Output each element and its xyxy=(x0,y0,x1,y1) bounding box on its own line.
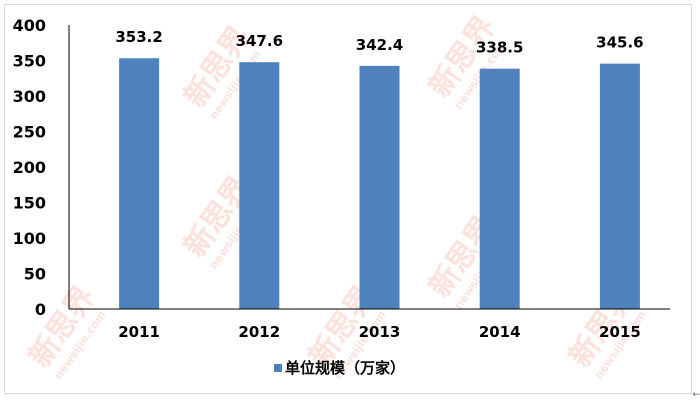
data-label: 347.6 xyxy=(236,32,283,50)
x-tick-label: 2013 xyxy=(359,323,401,341)
resize-arrow-icon: ← xyxy=(692,390,700,400)
x-tick-label: 2014 xyxy=(479,323,521,341)
bar-2013 xyxy=(359,65,400,310)
data-label: 338.5 xyxy=(476,39,523,57)
y-tick-label: 100 xyxy=(13,229,46,248)
x-tick-label: 2011 xyxy=(118,323,160,341)
legend-swatch xyxy=(274,364,282,372)
y-tick-label: 150 xyxy=(13,194,46,213)
y-tick-label: 350 xyxy=(13,52,46,71)
bar-2012 xyxy=(239,62,280,310)
data-label: 345.6 xyxy=(596,34,643,52)
bar-2015 xyxy=(599,63,640,310)
y-tick-label: 250 xyxy=(13,123,46,142)
y-tick-label: 300 xyxy=(13,87,46,106)
bar-2014 xyxy=(479,68,520,309)
y-tick-label: 200 xyxy=(13,158,46,177)
y-tick-label: 0 xyxy=(35,300,46,319)
data-label: 342.4 xyxy=(356,36,403,54)
chart-frame xyxy=(4,4,692,394)
y-tick-label: 400 xyxy=(13,16,46,35)
y-tick-label: 50 xyxy=(24,265,46,284)
x-tick-label: 2012 xyxy=(238,323,280,341)
bar-2011 xyxy=(119,58,160,310)
x-tick-label: 2015 xyxy=(599,323,641,341)
legend-label: 单位规模（万家） xyxy=(285,359,405,377)
data-label: 353.2 xyxy=(115,28,162,46)
